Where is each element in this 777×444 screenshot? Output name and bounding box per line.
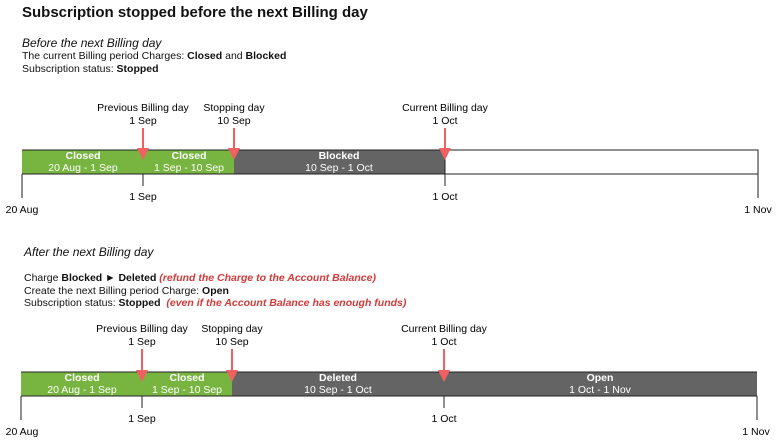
timeline-before: Previous Billing day 1 Sep Stopping day … [6,102,773,216]
marker2-stopping-date: 10 Sep [215,336,248,348]
axis-label-end: 1 Nov [744,204,772,216]
axis2-label-end: 1 Nov [742,426,770,438]
marker-stopping-date: 10 Sep [217,115,250,127]
marker2-previous-date: 1 Sep [128,336,156,348]
marker-current-date: 1 Oct [432,115,457,127]
segment2-closed-1 [21,372,142,396]
marker-previous-date: 1 Sep [129,115,157,127]
segment-closed-2-name: Closed [171,150,206,162]
marker-previous-label: Previous Billing day [97,102,189,114]
marker2-current-arrow [438,349,450,382]
segment-empty [444,149,759,175]
after-line-3: Subscription status: Stopped (even if th… [24,297,406,309]
segment-closed-1 [22,150,143,174]
axis2-label-start: 20 Aug [6,426,39,438]
marker-stopping-label: Stopping day [203,102,265,114]
before-line1-blocked: Blocked [245,50,287,62]
axis-label-1: 1 Sep [129,191,157,203]
segment2-deleted-range: 10 Sep - 1 Oct [304,384,372,396]
after-line1-note: (refund the Charge to the Account Balanc… [156,272,376,284]
segment2-open [444,372,757,396]
after-line3-prefix: Subscription status: [24,297,119,309]
segment-blocked-range: 10 Sep - 1 Oct [305,162,373,174]
after-line-2: Create the next Billing period Charge: O… [24,285,229,297]
after-line1-blocked: Blocked [61,272,103,284]
segment2-closed-2 [142,372,232,396]
before-heading: Before the next Billing day [22,36,162,50]
segment-closed-1-range: 20 Aug - 1 Sep [48,162,118,174]
after-line2-open: Open [202,285,229,297]
segment2-closed-2-range: 1 Sep - 10 Sep [152,384,222,396]
segment-closed-2 [143,150,234,174]
after-heading: After the next Billing day [24,245,154,259]
marker-current-arrow [439,128,451,160]
before-line2-prefix: Subscription status: [22,63,117,75]
after-line3-status: Stopped [118,297,161,309]
before-line2-status: Stopped [116,63,159,75]
after-line1-deleted: Deleted [118,272,157,284]
before-line1-mid: and [222,50,246,62]
after-line1-arrow: ► [102,272,119,284]
marker-stopping-arrow [228,128,240,160]
segment2-open-range: 1 Oct - 1 Nov [569,384,632,396]
marker2-stopping-arrow [226,349,238,382]
segment2-deleted [232,372,444,396]
axis-label-start: 20 Aug [6,204,39,216]
axis2-label-2: 1 Oct [431,413,456,425]
page-title: Subscription stopped before the next Bil… [22,4,368,21]
after-line2-prefix: Create the next Billing period Charge: [24,285,203,297]
segment2-closed-2-name: Closed [169,372,204,384]
after-line1-prefix: Charge [24,272,62,284]
axis2-label-1: 1 Sep [128,413,156,425]
before-line-2: Subscription status: Stopped [22,63,159,75]
marker-previous-arrow [137,128,149,160]
segment-blocked [234,150,445,174]
after-line-1: Charge Blocked ► Deleted (refund the Cha… [24,272,376,284]
marker2-current-date: 1 Oct [431,336,456,348]
before-line-1: The current Billing period Charges: Clos… [22,50,286,62]
marker2-previous-arrow [136,349,148,382]
segment-closed-1-name: Closed [65,150,100,162]
marker-current-label: Current Billing day [402,102,489,114]
segment-blocked-name: Blocked [319,150,360,162]
marker2-previous-label: Previous Billing day [96,323,188,335]
timeline-after: Previous Billing day 1 Sep Stopping day … [6,323,771,438]
segment2-open-name: Open [587,372,614,384]
marker2-current-label: Current Billing day [401,323,488,335]
marker2-stopping-label: Stopping day [201,323,263,335]
before-line1-prefix: The current Billing period Charges: [22,50,188,62]
axis-label-2: 1 Oct [432,191,457,203]
segment2-deleted-name: Deleted [319,372,357,384]
segment2-closed-1-range: 20 Aug - 1 Sep [47,384,117,396]
segment2-closed-1-name: Closed [64,372,99,384]
before-line1-closed: Closed [187,50,223,62]
segment-closed-2-range: 1 Sep - 10 Sep [154,162,224,174]
after-line3-note: (even if the Account Balance has enough … [160,297,407,309]
